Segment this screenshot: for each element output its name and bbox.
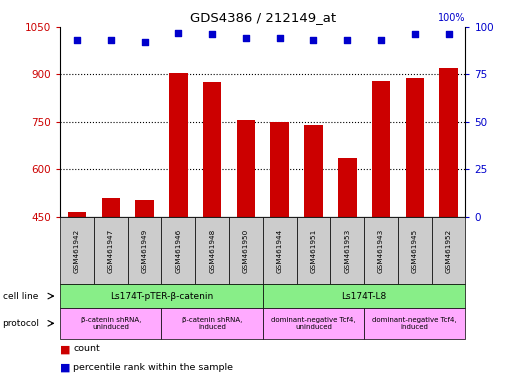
Bar — [68, 212, 86, 217]
Text: GSM461942: GSM461942 — [74, 228, 80, 273]
Bar — [439, 68, 458, 217]
Text: Ls174T-pTER-β-catenin: Ls174T-pTER-β-catenin — [110, 291, 213, 301]
Bar — [338, 158, 357, 217]
Point — [309, 37, 317, 43]
Text: ■: ■ — [60, 363, 71, 373]
Point — [140, 39, 149, 45]
Text: GSM461951: GSM461951 — [311, 228, 316, 273]
Bar — [101, 198, 120, 217]
Text: ■: ■ — [60, 344, 71, 354]
Text: GSM461943: GSM461943 — [378, 228, 384, 273]
Text: count: count — [73, 344, 100, 353]
Bar — [304, 125, 323, 217]
Bar — [270, 122, 289, 217]
Bar — [135, 200, 154, 217]
Bar — [169, 73, 188, 217]
Text: percentile rank within the sample: percentile rank within the sample — [73, 363, 233, 372]
Text: GSM461944: GSM461944 — [277, 228, 283, 273]
Text: GSM461949: GSM461949 — [142, 228, 147, 273]
Text: GSM461948: GSM461948 — [209, 228, 215, 273]
Point — [174, 30, 183, 36]
Point — [107, 37, 115, 43]
Bar — [372, 81, 390, 217]
Bar — [405, 78, 424, 217]
Point — [276, 35, 284, 41]
Text: protocol: protocol — [3, 319, 40, 328]
Text: GSM461946: GSM461946 — [175, 228, 181, 273]
Text: GSM461945: GSM461945 — [412, 228, 418, 273]
Text: cell line: cell line — [3, 291, 38, 301]
Text: dominant-negative Tcf4,
uninduced: dominant-negative Tcf4, uninduced — [271, 317, 356, 330]
Text: GSM461952: GSM461952 — [446, 228, 451, 273]
Point — [445, 31, 453, 38]
Text: 100%: 100% — [438, 13, 465, 23]
Text: GSM461947: GSM461947 — [108, 228, 114, 273]
Text: β-catenin shRNA,
uninduced: β-catenin shRNA, uninduced — [81, 317, 141, 330]
Text: GSM461953: GSM461953 — [344, 228, 350, 273]
Bar — [203, 82, 221, 217]
Text: β-catenin shRNA,
induced: β-catenin shRNA, induced — [182, 317, 242, 330]
Point — [377, 37, 385, 43]
Point — [343, 37, 351, 43]
Point — [208, 31, 217, 38]
Point — [411, 31, 419, 38]
Bar — [236, 120, 255, 217]
Text: GSM461950: GSM461950 — [243, 228, 249, 273]
Point — [73, 37, 81, 43]
Point — [242, 35, 250, 41]
Title: GDS4386 / 212149_at: GDS4386 / 212149_at — [190, 11, 336, 24]
Text: dominant-negative Tcf4,
induced: dominant-negative Tcf4, induced — [372, 317, 457, 330]
Text: Ls174T-L8: Ls174T-L8 — [342, 291, 387, 301]
